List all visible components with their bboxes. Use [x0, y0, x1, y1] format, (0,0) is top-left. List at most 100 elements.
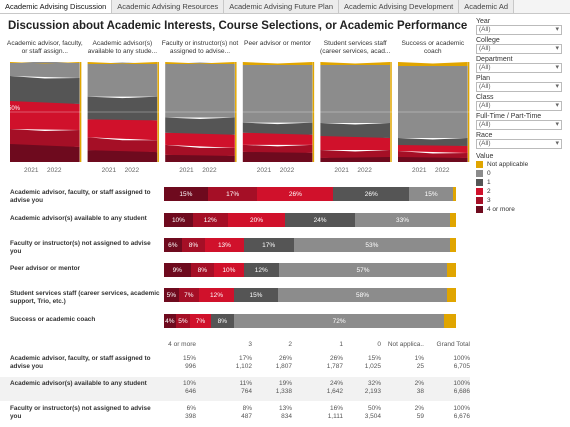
bar-segment-1[interactable]: 24% — [285, 213, 355, 227]
bar-segment-not-applicable[interactable] — [453, 187, 456, 201]
table-cell-pct: 16% — [329, 405, 343, 412]
bar-segment-4-or-more[interactable]: 15% — [164, 187, 208, 201]
bar-segment-0[interactable]: 15% — [409, 187, 454, 201]
filter-sidebar: Year(All)College(All)Department(All)Plan… — [476, 16, 570, 214]
bar-segment-not-applicable[interactable] — [447, 263, 456, 277]
bar-segment-1[interactable]: 15% — [234, 288, 278, 302]
stacked-bar[interactable]: 10% 12% 20% 24% 33% — [164, 213, 456, 227]
stacked-bar[interactable]: 15% 17% 26% 26% 15% — [164, 187, 456, 201]
bar-segment-0[interactable]: 33% — [354, 213, 451, 227]
table-cell-pct: 2% — [414, 405, 424, 412]
bar-segment-0[interactable]: 72% — [234, 314, 445, 328]
bar-segment-2[interactable]: 7% — [190, 314, 211, 328]
bar-segment-4-or-more[interactable]: 10% — [164, 213, 193, 227]
panel-header: Student services staff (career services,… — [320, 40, 391, 55]
bar-segment-3[interactable]: 7% — [178, 288, 200, 302]
table-cell-count: 6,705 — [453, 363, 470, 370]
tab-resources[interactable]: Academic Advising Resources — [112, 0, 225, 13]
bar-segment-0[interactable]: 53% — [293, 238, 451, 252]
table-cell-count: 487 — [241, 413, 252, 420]
filter-label: Full-Time / Part-Time — [476, 113, 542, 120]
bar-segment-2[interactable]: 26% — [257, 187, 334, 201]
bar-segment-0[interactable]: 57% — [279, 263, 448, 277]
bar-segment-4-or-more[interactable]: 6% — [164, 238, 182, 252]
filter-dropdown-plan[interactable]: (All) — [476, 82, 562, 92]
legend-item[interactable]: Not applicable — [476, 160, 570, 169]
bar-segment-1[interactable]: 12% — [243, 263, 279, 277]
bar-segment-not-applicable[interactable] — [447, 288, 456, 302]
bar-segment-3[interactable]: 5% — [175, 314, 191, 328]
bar-segment-4-or-more[interactable]: 5% — [164, 288, 179, 302]
panel-header: Academic advisor(s) available to any stu… — [87, 40, 158, 55]
filter-dropdown-full-time-part-time[interactable]: (All) — [476, 120, 562, 130]
bar-segment-2[interactable]: 12% — [199, 288, 235, 302]
stacked-bar[interactable]: 6% 8% 13% 17% 53% — [164, 238, 456, 252]
bar-segment-not-applicable[interactable] — [450, 213, 456, 227]
table-cell-count: 2,193 — [364, 388, 381, 395]
table-cell-pct: 19% — [278, 380, 292, 387]
year-label: 2021 — [179, 167, 194, 174]
bar-row-label: Academic advisor(s) available to any stu… — [10, 215, 147, 222]
bar-segment-4-or-more[interactable]: 4% — [164, 314, 176, 328]
legend-label: 0 — [487, 170, 491, 177]
bar-segment-1[interactable]: 26% — [333, 187, 410, 201]
table-cell-count: 1,807 — [275, 363, 292, 370]
table-column-header: 3 — [248, 341, 252, 348]
year-label: 2022 — [47, 167, 62, 174]
bar-segment-0[interactable]: 58% — [277, 288, 448, 302]
bar-segment-2[interactable]: 10% — [214, 263, 244, 277]
table-cell-count: 764 — [241, 388, 252, 395]
bar-segment-2[interactable]: 20% — [227, 213, 286, 227]
area-layer-2 — [320, 135, 390, 150]
table-cell-pct: 2% — [414, 380, 424, 387]
bar-segment-2[interactable]: 13% — [205, 238, 244, 252]
bar-segment-3[interactable]: 8% — [190, 263, 215, 277]
tab-more[interactable]: Academic Ad — [459, 0, 515, 13]
area-layer-2 — [165, 132, 235, 148]
table-cell-pct: 32% — [367, 380, 381, 387]
panel-header: Academic advisor, faculty, or staff assi… — [6, 40, 83, 55]
area-layer-1 — [165, 117, 235, 135]
bar-segment-not-applicable[interactable] — [444, 314, 456, 328]
table-cell-count: 1,338 — [275, 388, 292, 395]
tab-discussion[interactable]: Academic Advising Discussion — [0, 0, 113, 13]
bar-segment-3[interactable]: 8% — [181, 238, 206, 252]
stacked-bar[interactable]: 4% 5% 7% 8% 72% — [164, 314, 456, 328]
bar-segment-not-applicable[interactable] — [450, 238, 456, 252]
area-layer-not-applicable — [320, 62, 390, 65]
bar-segment-1[interactable]: 17% — [243, 238, 294, 252]
legend-item[interactable]: 1 — [476, 178, 570, 187]
filter-label: Class — [476, 94, 494, 101]
table-cell-pct: 13% — [278, 405, 292, 412]
table-cell-count: 59 — [416, 413, 424, 420]
legend-item[interactable]: 4 or more — [476, 205, 570, 214]
table-cell-pct: 17% — [238, 355, 252, 362]
filter-dropdown-department[interactable]: (All) — [476, 63, 562, 73]
legend-item[interactable]: 2 — [476, 187, 570, 196]
tab-future-plan[interactable]: Academic Advising Future Plan — [224, 0, 339, 13]
filter-label: College — [476, 37, 500, 44]
table-cell-pct: 1% — [414, 355, 424, 362]
table-column-header: Not applica.. — [387, 341, 424, 348]
table-column-header: 1 — [339, 341, 343, 348]
table-cell-pct: 26% — [278, 355, 292, 362]
area-layer-1 — [10, 76, 80, 104]
bar-segment-1[interactable]: 8% — [210, 314, 235, 328]
year-label: 2021 — [334, 167, 349, 174]
stacked-bar[interactable]: 9% 8% 10% 12% 57% — [164, 263, 456, 277]
table-cell-count: 398 — [185, 413, 196, 420]
table-cell-pct: 100% — [453, 355, 470, 362]
filter-dropdown-college[interactable]: (All) — [476, 44, 562, 54]
filter-dropdown-race[interactable]: (All) — [476, 139, 562, 149]
filter-dropdown-year[interactable]: (All) — [476, 25, 562, 35]
tab-development[interactable]: Academic Advising Development — [339, 0, 460, 13]
filter-dropdown-class[interactable]: (All) — [476, 101, 562, 111]
legend-item[interactable]: 0 — [476, 169, 570, 178]
bar-segment-3[interactable]: 12% — [192, 213, 228, 227]
bar-segment-4-or-more[interactable]: 9% — [164, 263, 191, 277]
stacked-bar[interactable]: 5% 7% 12% 15% 58% — [164, 288, 456, 302]
legend-item[interactable]: 3 — [476, 196, 570, 205]
area-layer-1 — [87, 96, 158, 121]
area-layer-0 — [320, 63, 390, 123]
bar-segment-3[interactable]: 17% — [207, 187, 258, 201]
